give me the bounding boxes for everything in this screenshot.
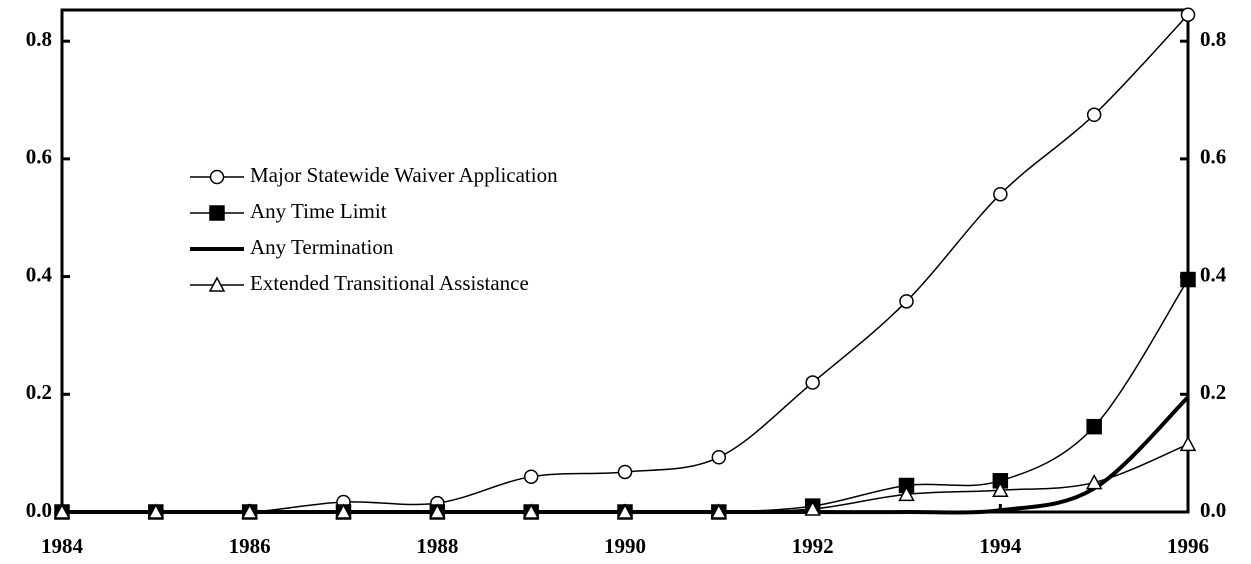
- series-line: [61, 14, 1189, 514]
- marker: [522, 503, 540, 519]
- legend-label: Major Statewide Waiver Application: [250, 163, 558, 187]
- legend-label: Any Time Limit: [250, 199, 387, 223]
- marker: [899, 294, 914, 309]
- legend: Major Statewide Waiver Application Any Ti…: [190, 163, 558, 295]
- y2-tick-label: 0.4: [1200, 262, 1227, 286]
- marker: [617, 464, 633, 480]
- marker: [147, 503, 165, 519]
- marker: [241, 503, 258, 519]
- marker: [335, 503, 352, 519]
- marker: [1086, 418, 1102, 435]
- marker: [1086, 107, 1102, 123]
- plot-frame: [60, 8, 1190, 514]
- marker: [992, 481, 1009, 497]
- legend-label: Any Termination: [250, 235, 394, 259]
- marker: [711, 450, 727, 465]
- x-tick-label: 1992: [792, 534, 834, 558]
- y-tick-label: 0.6: [26, 145, 52, 169]
- marker: [1180, 7, 1196, 22]
- marker: [429, 503, 446, 519]
- marker: [523, 469, 539, 484]
- marker: [1179, 435, 1197, 452]
- series-line: [61, 395, 1190, 515]
- y2-tick-label: 0.6: [1200, 145, 1226, 169]
- y-tick-label: 0.2: [26, 380, 52, 404]
- marker: [710, 503, 728, 519]
- y2-tick-label: 0.2: [1200, 380, 1226, 404]
- y-tick-label: 0.0: [26, 498, 52, 522]
- marker: [53, 503, 71, 519]
- legend-label: Extended Transitional Assistance: [250, 271, 529, 295]
- marker: [993, 186, 1008, 202]
- marker: [1180, 271, 1196, 288]
- legend-marker: [208, 276, 226, 292]
- x-tick-label: 1994: [979, 534, 1022, 558]
- y2-tick-label: 0.8: [1200, 27, 1226, 51]
- marker: [805, 375, 820, 390]
- x-tick-label: 1984: [41, 534, 84, 558]
- x-tick-label: 1986: [229, 534, 271, 558]
- y-tick-label: 0.4: [26, 262, 53, 286]
- marker: [804, 500, 821, 516]
- x-tick-label: 1990: [604, 534, 646, 558]
- y2-tick-label: 0.0: [1200, 498, 1226, 522]
- marker: [898, 485, 915, 502]
- x-tick-label: 1996: [1167, 534, 1209, 558]
- legend-marker: [209, 169, 225, 185]
- x-tick-label: 1988: [416, 534, 458, 558]
- y-tick-label: 0.8: [26, 27, 52, 51]
- marker: [616, 503, 634, 519]
- marker: [1085, 473, 1103, 490]
- legend-marker: [209, 205, 225, 221]
